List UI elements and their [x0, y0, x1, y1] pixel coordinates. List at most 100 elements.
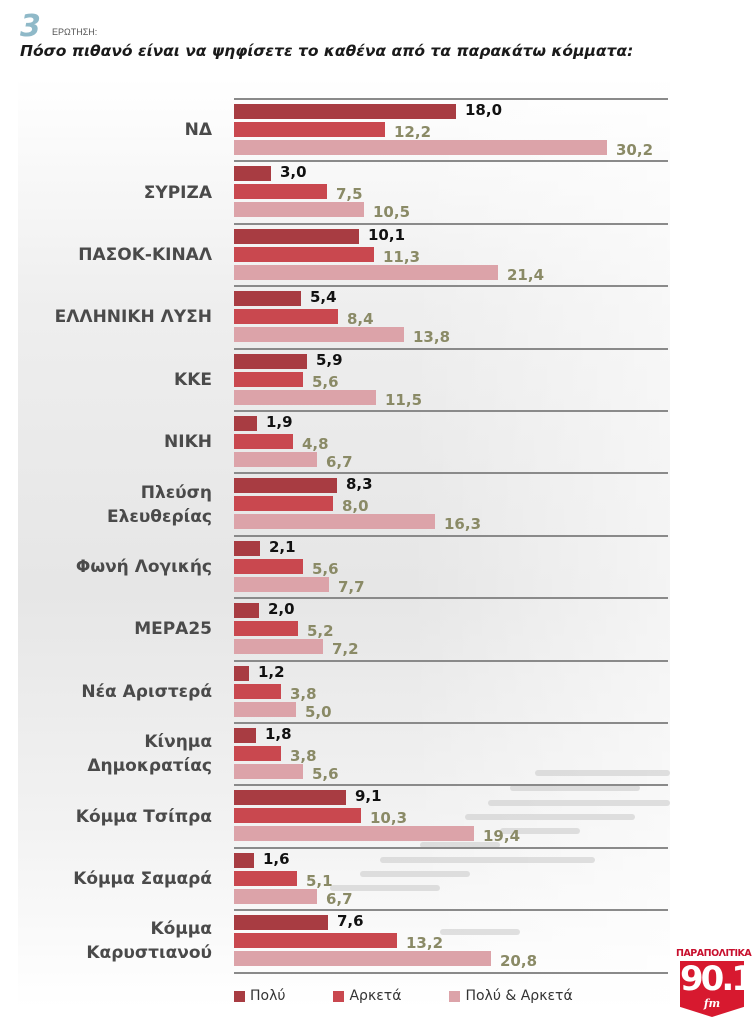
bar-arketa: [234, 871, 297, 886]
value-label-polu-arketa: 5,0: [305, 703, 332, 721]
value-label-polu: 18,0: [465, 101, 503, 119]
ghost-line: [440, 929, 520, 935]
ghost-line: [360, 871, 470, 877]
value-label-polu: 10,1: [368, 226, 406, 244]
value-label-polu: 3,0: [280, 163, 307, 181]
ghost-line: [535, 770, 670, 776]
bar-polu: [234, 790, 346, 805]
chart-title: Πόσο πιθανό είναι να ψηφίσετε το καθένα …: [20, 42, 634, 60]
legend-item-polu: Πολύ: [234, 988, 285, 1004]
ghost-line: [500, 828, 580, 834]
party-label: ΕΛΛΗΝΙΚΗ ΛΥΣΗ: [0, 305, 212, 329]
value-label-polu: 2,1: [269, 538, 296, 556]
bar-arketa: [234, 684, 281, 699]
bar-polu-arketa: [234, 951, 491, 966]
party-label-line: Ελευθερίας: [106, 507, 212, 527]
row-separator: [234, 410, 668, 412]
party-label-line: Κίνημα: [144, 732, 212, 752]
bar-arketa: [234, 309, 338, 324]
row-separator: [234, 784, 668, 786]
party-label-line: Κόμμα: [150, 919, 212, 939]
row-separator: [234, 98, 668, 100]
question-number: 3: [20, 9, 41, 44]
bar-polu-arketa: [234, 140, 607, 155]
value-label-arketa: 12,2: [394, 123, 432, 141]
party-label-line: ΝΙΚΗ: [164, 432, 212, 452]
ghost-line: [488, 800, 670, 806]
row-separator: [234, 847, 668, 849]
bar-polu: [234, 104, 456, 119]
bar-arketa: [234, 559, 303, 574]
legend-label-polu: Πολύ: [250, 988, 286, 1004]
value-label-polu-arketa: 6,7: [326, 453, 353, 471]
bar-polu-arketa: [234, 390, 376, 405]
logo-frequency: 90.1: [680, 959, 752, 999]
legend-item-arketa: Αρκετά: [333, 988, 401, 1004]
value-label-arketa: 8,0: [342, 497, 369, 515]
bar-polu-arketa: [234, 577, 329, 592]
value-label-polu-arketa: 7,7: [338, 578, 365, 596]
bar-polu-arketa: [234, 889, 317, 904]
legend-swatch-polu: [234, 990, 245, 1002]
party-label-line: Φωνή Λογικής: [75, 557, 212, 577]
party-label: ΝΔ: [0, 118, 212, 142]
bar-polu-arketa: [234, 826, 474, 841]
logo-brand: ΠΑΡΑΠΟΛΙΤΙΚΑ: [676, 948, 752, 959]
parapolitika-901-logo: ΠΑΡΑΠΟΛΙΤΙΚΑ 90.1 fm: [676, 947, 752, 1019]
value-label-arketa: 10,3: [370, 809, 408, 827]
bar-polu: [234, 354, 307, 369]
party-label-line: ΕΛΛΗΝΙΚΗ ΛΥΣΗ: [54, 307, 212, 327]
row-separator: [234, 472, 668, 474]
party-label-line: ΜΕΡΑ25: [134, 619, 212, 639]
bar-arketa: [234, 372, 303, 387]
bar-polu-arketa: [234, 452, 317, 467]
party-label: Νέα Αριστερά: [0, 680, 212, 704]
party-label-line: ΚΚΕ: [174, 370, 212, 390]
bar-arketa: [234, 122, 385, 137]
party-label: Φωνή Λογικής: [0, 555, 212, 579]
ghost-line: [510, 785, 640, 791]
row-separator: [234, 285, 668, 287]
value-label-arketa: 5,6: [312, 373, 339, 391]
value-label-arketa: 5,2: [307, 622, 334, 640]
legend-item-polu-arketa: Πολύ & Αρκετά: [449, 988, 573, 1004]
party-label: ΣΥΡΙΖΑ: [0, 181, 212, 205]
bar-arketa: [234, 746, 281, 761]
party-label-line: Νέα Αριστερά: [81, 682, 212, 702]
party-label: ΠΑΣΟΚ-ΚΙΝΑΛ: [0, 243, 212, 267]
value-label-polu: 9,1: [355, 787, 382, 805]
value-label-arketa: 8,4: [347, 310, 374, 328]
bar-polu-arketa: [234, 327, 404, 342]
value-label-arketa: 3,8: [290, 685, 317, 703]
party-label: ΜΕΡΑ25: [0, 617, 212, 641]
party-label-line: Πλεύση: [140, 483, 212, 503]
value-label-arketa: 5,1: [306, 872, 333, 890]
value-label-polu-arketa: 19,4: [483, 827, 521, 845]
bar-arketa: [234, 621, 298, 636]
value-label-polu: 2,0: [268, 600, 295, 618]
value-label-arketa: 3,8: [290, 747, 317, 765]
value-label-polu: 1,6: [263, 850, 290, 868]
ghost-line: [420, 842, 500, 848]
value-label-arketa: 7,5: [336, 185, 363, 203]
bar-polu: [234, 229, 359, 244]
party-label-line: ΣΥΡΙΖΑ: [143, 183, 212, 203]
party-label-line: ΝΔ: [184, 120, 212, 140]
party-label: Κόμμα Τσίπρα: [0, 805, 212, 829]
bar-polu: [234, 853, 254, 868]
ghost-line: [380, 857, 595, 863]
value-label-polu-arketa: 21,4: [507, 266, 545, 284]
value-label-polu-arketa: 30,2: [616, 141, 654, 159]
party-label-line: Κόμμα Τσίπρα: [75, 807, 212, 827]
legend-label-arketa: Αρκετά: [349, 988, 402, 1004]
value-label-polu-arketa: 11,5: [385, 391, 423, 409]
row-separator: [234, 660, 668, 662]
value-label-polu: 1,2: [258, 663, 285, 681]
bar-arketa: [234, 434, 293, 449]
value-label-arketa: 4,8: [302, 435, 329, 453]
row-separator: [234, 223, 668, 225]
value-label-arketa: 13,2: [406, 934, 444, 952]
bar-polu: [234, 478, 337, 493]
party-label: Κίνημα Δημοκρατίας: [0, 730, 212, 778]
bar-arketa: [234, 496, 333, 511]
